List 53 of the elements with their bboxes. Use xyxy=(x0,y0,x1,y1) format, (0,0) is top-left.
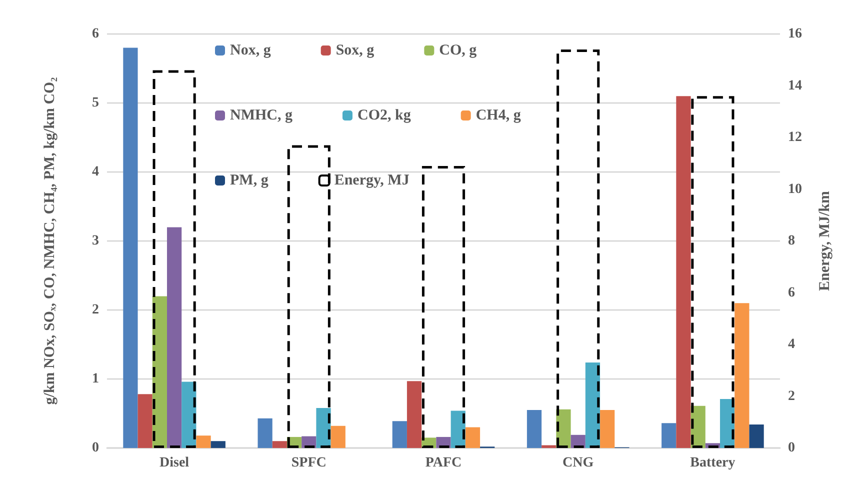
bar xyxy=(526,410,542,448)
bar xyxy=(166,227,182,448)
y-tick-label: 1 xyxy=(92,372,99,386)
y2-tick-label: 0 xyxy=(788,440,795,456)
y2-tick-label: 14 xyxy=(788,78,802,94)
y2-tick-label: 8 xyxy=(788,234,795,248)
y2-tick-label: 10 xyxy=(788,182,802,197)
bar xyxy=(556,50,600,448)
y2-axis-title: Energy, MJ/km xyxy=(817,190,833,291)
legend-label: CO2, kg xyxy=(357,108,412,124)
y-tick-label: 3 xyxy=(92,234,99,248)
x-tick-label: CNG xyxy=(562,456,594,470)
bar xyxy=(287,145,330,448)
y-axis-title: g/km NOx, SOₓ, CO, NMHC, CH₄, PM, kg/km CO₂ xyxy=(42,76,58,405)
bar xyxy=(272,441,287,448)
bar xyxy=(749,424,764,448)
y-tick-label: 0 xyxy=(92,440,99,456)
bar xyxy=(258,418,272,448)
legend-label: NMHC, g xyxy=(230,108,293,124)
y-tick-label: 4 xyxy=(92,164,99,180)
y-tick-label: 6 xyxy=(92,26,99,42)
bar xyxy=(210,441,226,448)
bar xyxy=(600,410,615,448)
bar xyxy=(123,48,138,448)
y2-tick-label: 6 xyxy=(788,285,795,300)
legend-label: Nox, g xyxy=(230,42,272,58)
y-tick-label: 2 xyxy=(92,302,99,318)
y2-tick-label: 4 xyxy=(788,337,795,352)
bar xyxy=(196,436,211,448)
legend-label: Sox, g xyxy=(336,42,375,58)
x-tick-label: PAFC xyxy=(425,456,462,470)
bar xyxy=(542,445,556,448)
legend-label: CO, g xyxy=(439,42,478,58)
legend-label: Energy, MJ xyxy=(334,172,410,188)
bar xyxy=(676,96,691,448)
bar xyxy=(392,421,407,448)
y2-tick-label: 16 xyxy=(788,26,802,42)
bar xyxy=(330,426,346,448)
y2-tick-label: 2 xyxy=(788,388,795,404)
y-tick-label: 5 xyxy=(92,96,99,110)
y2-tick-label: 12 xyxy=(788,130,802,145)
bar xyxy=(734,303,750,448)
bar xyxy=(152,70,196,448)
bar xyxy=(406,381,422,448)
bar xyxy=(422,166,466,448)
bar xyxy=(662,423,676,448)
x-tick-label: SPFC xyxy=(291,456,326,470)
legend-label: CH4, g xyxy=(476,108,522,124)
bar xyxy=(465,427,480,448)
bar xyxy=(138,394,152,448)
x-tick-label: Disel xyxy=(160,456,190,470)
legend-label: PM, g xyxy=(230,172,269,188)
x-tick-label: Battery xyxy=(690,456,736,470)
